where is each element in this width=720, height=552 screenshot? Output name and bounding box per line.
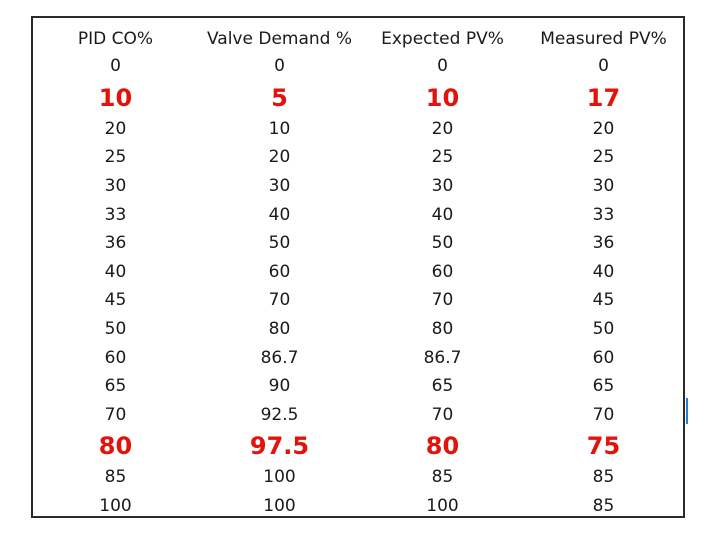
table-row: 60 86.7 86.7 60 [33, 343, 683, 372]
table-row: 0 0 0 0 [33, 52, 683, 81]
table-row: 45 70 70 45 [33, 286, 683, 315]
cell-measured-pv: 33 [592, 204, 615, 225]
cell-pid-co: 50 [104, 319, 127, 340]
cell-pid-co: 65 [104, 376, 127, 397]
table-row: 36 50 50 36 [33, 229, 683, 258]
cell-valve-demand: 92.5 [260, 404, 299, 425]
cell-pid-co: 60 [104, 347, 127, 368]
cell-valve-demand: 97.5 [249, 432, 310, 461]
cell-pid-co: 25 [104, 147, 127, 168]
table-row: 50 80 80 50 [33, 315, 683, 344]
cell-pid-co: 33 [104, 204, 127, 225]
header-pid-co: PID CO% [77, 29, 154, 49]
table-row: 65 90 65 65 [33, 372, 683, 401]
cell-valve-demand: 50 [268, 233, 291, 254]
cell-expected-pv: 80 [431, 319, 454, 340]
cell-measured-pv: 17 [586, 83, 621, 112]
table-row: 20 10 20 20 [33, 115, 683, 144]
cell-expected-pv: 25 [431, 147, 454, 168]
cell-valve-demand: 100 [263, 496, 296, 517]
cell-expected-pv: 80 [425, 432, 460, 461]
header-expected-pv: Expected PV% [381, 29, 504, 49]
cell-pid-co: 40 [104, 261, 127, 282]
cell-valve-demand: 60 [268, 261, 291, 282]
cell-valve-demand: 86.7 [260, 347, 299, 368]
table-row: 25 20 25 25 [33, 143, 683, 172]
table-row: 10 5 10 17 [33, 81, 683, 115]
cell-measured-pv: 75 [586, 432, 621, 461]
cell-valve-demand: 80 [268, 319, 291, 340]
cell-measured-pv: 85 [592, 467, 615, 488]
cell-expected-pv: 20 [431, 118, 454, 139]
cell-pid-co: 36 [104, 233, 127, 254]
cell-valve-demand: 100 [263, 467, 296, 488]
cell-pid-co: 0 [110, 56, 121, 77]
cell-expected-pv: 85 [431, 467, 454, 488]
cell-valve-demand: 20 [268, 147, 291, 168]
table-row: 40 60 60 40 [33, 258, 683, 287]
cell-measured-pv: 20 [592, 118, 615, 139]
cell-expected-pv: 50 [431, 233, 454, 254]
table-frame: PID CO% Valve Demand % Expected PV% Meas… [31, 16, 685, 518]
cell-expected-pv: 70 [431, 290, 454, 311]
cell-valve-demand: 90 [268, 376, 291, 397]
table-row: 33 40 40 33 [33, 200, 683, 229]
cell-expected-pv: 86.7 [423, 347, 462, 368]
cell-valve-demand: 5 [271, 83, 288, 112]
table-row: 30 30 30 30 [33, 172, 683, 201]
cell-measured-pv: 60 [592, 347, 615, 368]
edge-marker [686, 398, 688, 424]
cell-expected-pv: 30 [431, 176, 454, 197]
cell-expected-pv: 60 [431, 261, 454, 282]
cell-pid-co: 20 [104, 118, 127, 139]
cell-valve-demand: 70 [268, 290, 291, 311]
cell-pid-co: 100 [99, 496, 132, 517]
cell-expected-pv: 10 [425, 83, 460, 112]
cell-pid-co: 70 [104, 404, 127, 425]
cell-measured-pv: 36 [592, 233, 615, 254]
cell-pid-co: 80 [98, 432, 133, 461]
header-row: PID CO% Valve Demand % Expected PV% Meas… [33, 26, 683, 52]
table-row: 100 100 100 85 [33, 492, 683, 521]
pid-valve-table: PID CO% Valve Demand % Expected PV% Meas… [33, 26, 683, 520]
cell-valve-demand: 10 [268, 118, 291, 139]
cell-measured-pv: 85 [592, 496, 615, 517]
table-row: 85 100 85 85 [33, 463, 683, 492]
header-measured-pv: Measured PV% [540, 29, 667, 49]
cell-valve-demand: 40 [268, 204, 291, 225]
header-valve-demand: Valve Demand % [206, 29, 353, 49]
cell-measured-pv: 65 [592, 376, 615, 397]
cell-measured-pv: 30 [592, 176, 615, 197]
cell-valve-demand: 0 [274, 56, 285, 77]
cell-measured-pv: 0 [598, 56, 609, 77]
cell-pid-co: 45 [104, 290, 127, 311]
cell-expected-pv: 65 [431, 376, 454, 397]
cell-expected-pv: 70 [431, 404, 454, 425]
cell-pid-co: 85 [104, 467, 127, 488]
cell-valve-demand: 30 [268, 176, 291, 197]
cell-expected-pv: 0 [437, 56, 448, 77]
table-body: 0 0 0 0 10 5 10 17 20 10 20 20 25 20 25 25 30 30 30 30 33 40 4… [33, 52, 683, 520]
cell-measured-pv: 40 [592, 261, 615, 282]
cell-measured-pv: 70 [592, 404, 615, 425]
table-row: 80 97.5 80 75 [33, 429, 683, 463]
table-row: 70 92.5 70 70 [33, 401, 683, 430]
cell-expected-pv: 40 [431, 204, 454, 225]
cell-pid-co: 30 [104, 176, 127, 197]
cell-measured-pv: 50 [592, 319, 615, 340]
cell-pid-co: 10 [98, 83, 133, 112]
cell-measured-pv: 25 [592, 147, 615, 168]
cell-measured-pv: 45 [592, 290, 615, 311]
cell-expected-pv: 100 [426, 496, 459, 517]
